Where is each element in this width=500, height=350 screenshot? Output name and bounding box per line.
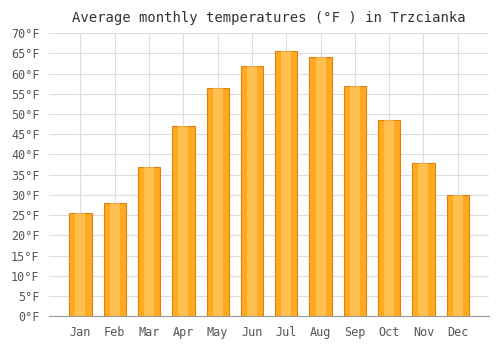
Bar [144,167,154,316]
Bar [378,120,400,316]
Bar [70,213,92,316]
Bar [344,86,366,316]
Bar [241,65,263,316]
Bar [446,195,469,316]
Bar [281,51,291,316]
Bar [310,57,332,316]
Title: Average monthly temperatures (°F ) in Trzcianka: Average monthly temperatures (°F ) in Tr… [72,11,466,25]
Bar [247,65,257,316]
Bar [452,195,463,316]
Bar [418,162,428,316]
Bar [104,203,126,316]
Bar [412,162,434,316]
Bar [178,126,188,316]
Bar [316,57,326,316]
Bar [384,120,394,316]
Bar [275,51,297,316]
Bar [206,88,229,316]
Bar [172,126,195,316]
Bar [110,203,120,316]
Bar [138,167,160,316]
Bar [212,88,222,316]
Bar [76,213,86,316]
Bar [350,86,360,316]
